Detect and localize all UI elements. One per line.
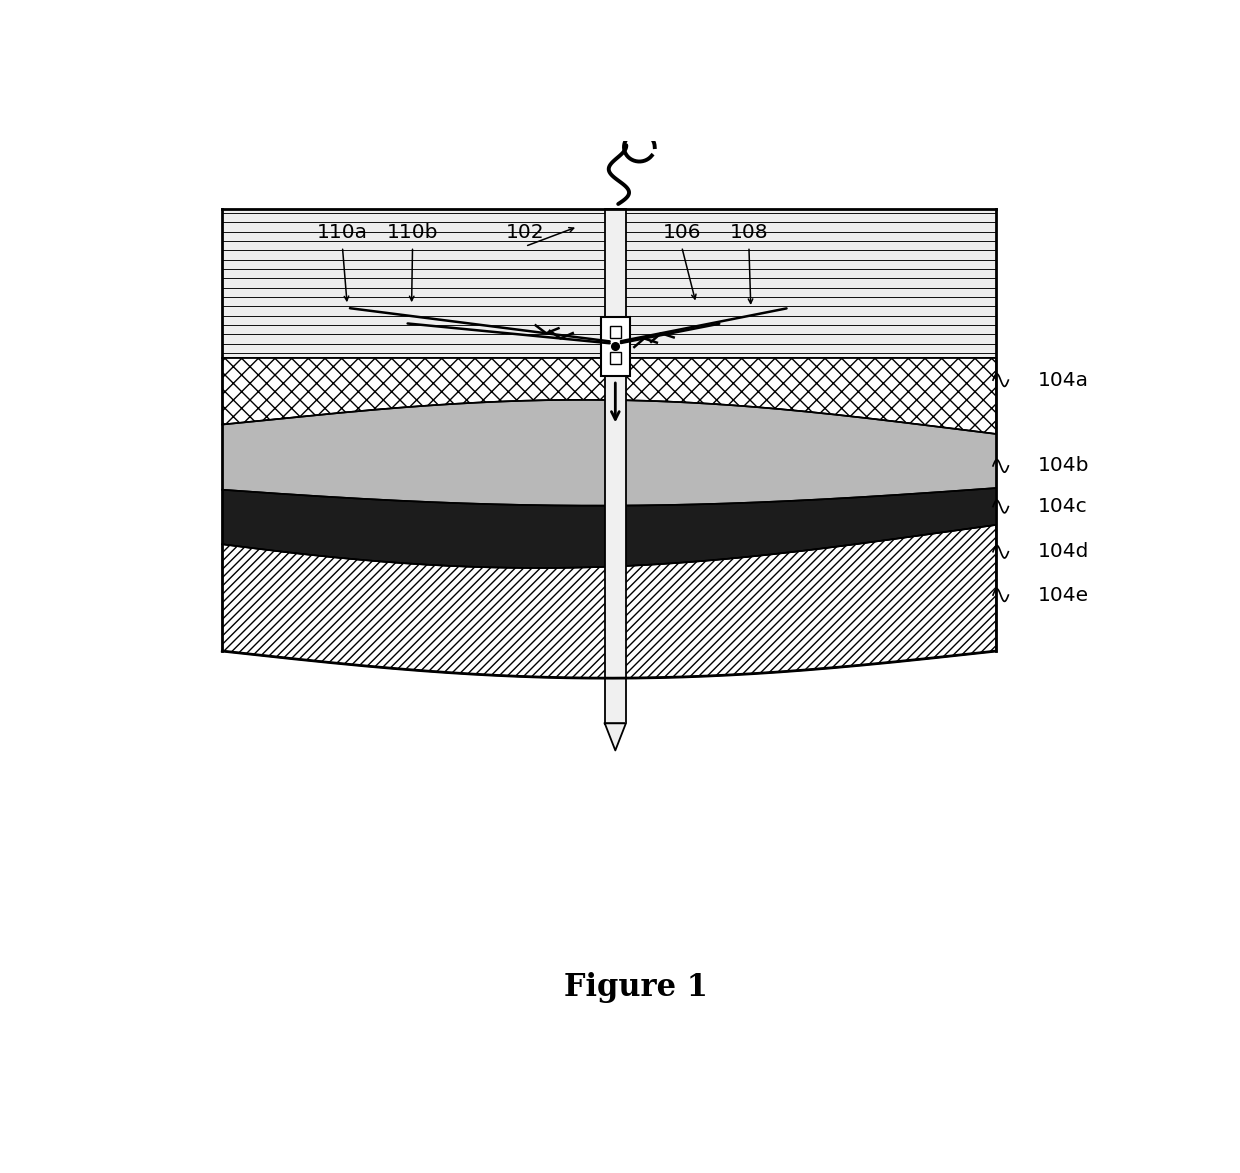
Text: 106: 106 (662, 223, 701, 242)
Text: 110b: 110b (387, 223, 438, 242)
Bar (610, 326, 621, 338)
Text: 102: 102 (506, 223, 544, 242)
Text: 108: 108 (729, 223, 769, 242)
Polygon shape (222, 488, 996, 568)
Text: 104b: 104b (1038, 456, 1090, 475)
Polygon shape (222, 526, 996, 678)
Polygon shape (222, 400, 996, 506)
Bar (601, 317, 630, 375)
Bar (610, 352, 621, 364)
Text: 110a: 110a (317, 223, 368, 242)
Polygon shape (222, 358, 996, 434)
Polygon shape (605, 724, 626, 751)
Text: 104e: 104e (1038, 585, 1089, 604)
Text: 104d: 104d (1038, 542, 1090, 561)
Bar (222, 209, 996, 358)
Text: 104a: 104a (1038, 371, 1089, 389)
Bar (605, 209, 626, 724)
Text: 104c: 104c (1038, 497, 1087, 516)
Text: Figure 1: Figure 1 (563, 972, 708, 1003)
